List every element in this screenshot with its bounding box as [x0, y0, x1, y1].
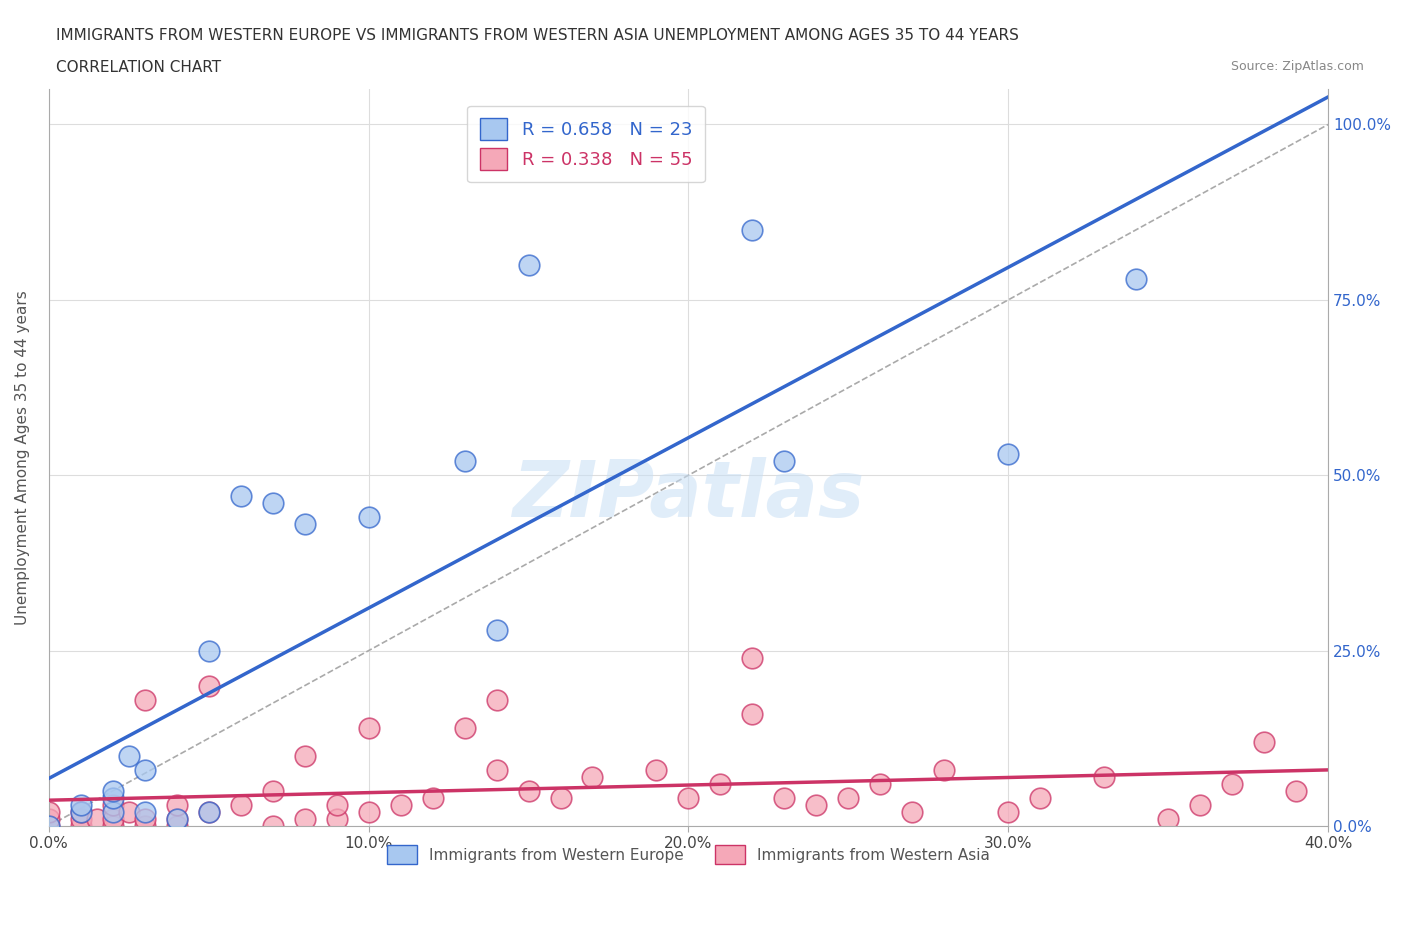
Point [869, 777, 891, 791]
Point [741, 650, 763, 665]
Point [357, 804, 380, 819]
Point [294, 812, 316, 827]
Point [741, 706, 763, 721]
Point [134, 818, 156, 833]
Point [38, 818, 60, 833]
Point [262, 818, 284, 833]
Point [1220, 777, 1243, 791]
Point [773, 454, 796, 469]
Point [69, 804, 91, 819]
Point [166, 812, 188, 827]
Point [134, 812, 156, 827]
Point [166, 812, 188, 827]
Point [997, 804, 1019, 819]
Point [38, 812, 60, 827]
Point [1092, 769, 1115, 784]
Legend: Immigrants from Western Europe, Immigrants from Western Asia: Immigrants from Western Europe, Immigran… [381, 839, 997, 870]
Point [118, 804, 141, 819]
Point [262, 783, 284, 798]
Point [38, 818, 60, 833]
Text: ZIPatlas: ZIPatlas [512, 457, 865, 533]
Point [1189, 798, 1212, 813]
Point [806, 798, 828, 813]
Point [101, 790, 124, 805]
Point [550, 790, 572, 805]
Point [517, 783, 540, 798]
Point [837, 790, 859, 805]
Point [38, 804, 60, 819]
Point [1157, 812, 1180, 827]
Point [134, 804, 156, 819]
Point [69, 812, 91, 827]
Point [86, 812, 108, 827]
Point [69, 818, 91, 833]
Point [485, 763, 508, 777]
Point [197, 678, 219, 693]
Point [357, 510, 380, 525]
Point [325, 798, 347, 813]
Point [101, 812, 124, 827]
Point [901, 804, 924, 819]
Point [134, 692, 156, 707]
Point [934, 763, 956, 777]
Point [1029, 790, 1052, 805]
Point [389, 798, 412, 813]
Point [1285, 783, 1308, 798]
Point [294, 749, 316, 764]
Point [485, 622, 508, 637]
Point [262, 496, 284, 511]
Point [197, 804, 219, 819]
Point [69, 798, 91, 813]
Point [101, 804, 124, 819]
Point [678, 790, 700, 805]
Point [645, 763, 668, 777]
Point [166, 818, 188, 833]
Point [773, 790, 796, 805]
Y-axis label: Unemployment Among Ages 35 to 44 years: Unemployment Among Ages 35 to 44 years [15, 290, 30, 625]
Point [197, 644, 219, 658]
Point [485, 692, 508, 707]
Point [166, 798, 188, 813]
Point [101, 798, 124, 813]
Point [1253, 735, 1275, 750]
Point [229, 489, 252, 504]
Point [118, 749, 141, 764]
Point [422, 790, 444, 805]
Point [581, 769, 603, 784]
Point [741, 222, 763, 237]
Point [453, 454, 475, 469]
Point [517, 258, 540, 272]
Point [709, 777, 731, 791]
Point [357, 721, 380, 736]
Point [325, 812, 347, 827]
Text: IMMIGRANTS FROM WESTERN EUROPE VS IMMIGRANTS FROM WESTERN ASIA UNEMPLOYMENT AMON: IMMIGRANTS FROM WESTERN EUROPE VS IMMIGR… [56, 28, 1019, 43]
Point [101, 818, 124, 833]
Text: CORRELATION CHART: CORRELATION CHART [56, 60, 221, 75]
Text: Source: ZipAtlas.com: Source: ZipAtlas.com [1230, 60, 1364, 73]
Point [197, 804, 219, 819]
Point [997, 446, 1019, 461]
Point [1125, 272, 1147, 286]
Point [294, 517, 316, 532]
Point [229, 798, 252, 813]
Point [101, 783, 124, 798]
Point [453, 721, 475, 736]
Point [134, 763, 156, 777]
Point [69, 804, 91, 819]
